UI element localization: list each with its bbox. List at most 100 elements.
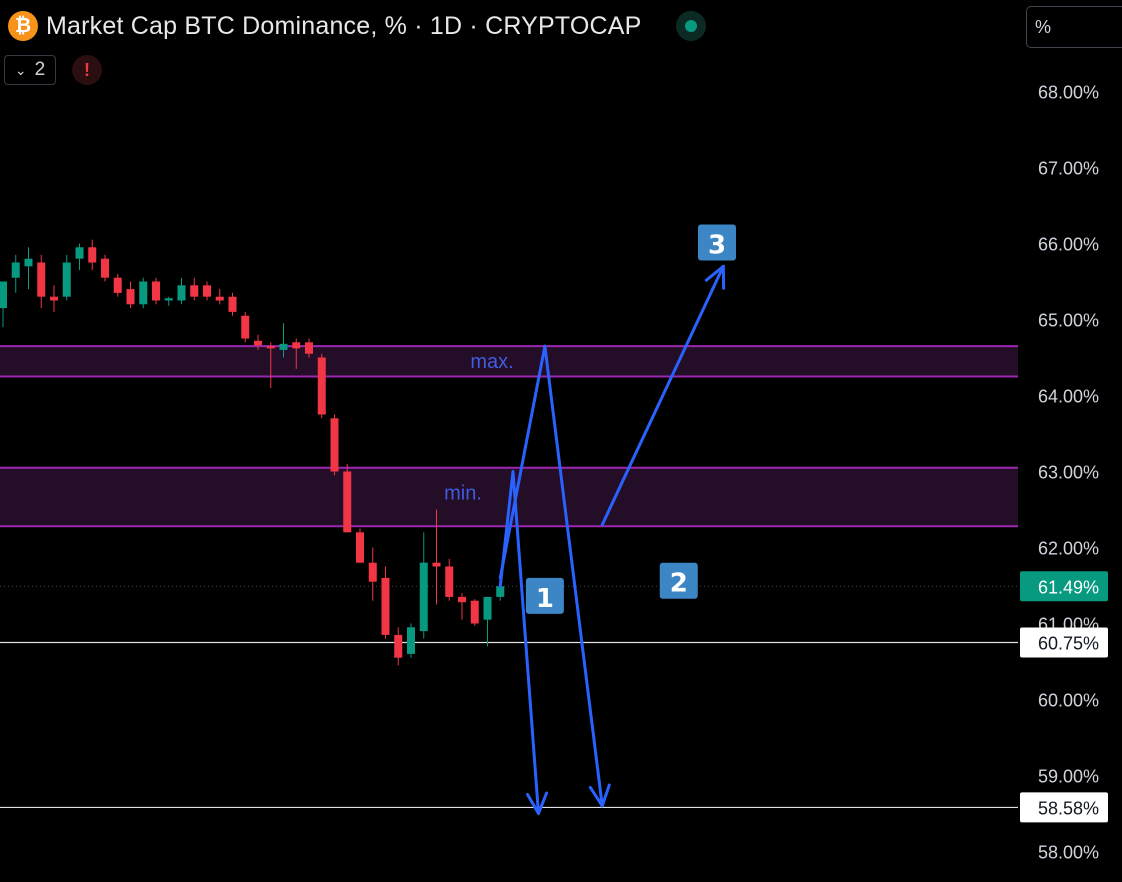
candle-body — [470, 600, 479, 624]
candle-body — [368, 562, 377, 582]
candle — [11, 254, 20, 293]
candle — [241, 311, 250, 343]
candle-body — [11, 262, 20, 278]
marker-box — [698, 224, 736, 261]
candle-body — [0, 281, 7, 309]
marker-label: 2 — [670, 569, 688, 599]
y-tick-label: 63.00% — [1038, 463, 1099, 483]
scenario-arrow — [600, 264, 725, 527]
candle — [266, 342, 275, 388]
candle-body — [254, 340, 262, 346]
candle-body — [356, 532, 364, 563]
arrow-head — [704, 264, 726, 290]
candle-body — [203, 285, 211, 297]
indicator-count: 2 — [34, 59, 46, 80]
candle-body — [496, 586, 505, 597]
candle-body — [37, 262, 46, 297]
marker-box — [525, 577, 564, 614]
candle-body — [330, 418, 339, 472]
candle — [330, 414, 339, 476]
candle — [419, 532, 428, 639]
candle-body — [88, 247, 97, 263]
candle — [126, 281, 135, 309]
y-tick-label: 62.00% — [1038, 539, 1099, 559]
candle-body — [343, 471, 352, 533]
candle — [470, 599, 479, 626]
market-status-icon[interactable] — [675, 11, 706, 41]
warning-icon[interactable]: ! — [72, 55, 102, 85]
candle — [432, 509, 441, 605]
candle-body — [126, 289, 135, 305]
candle — [113, 273, 122, 297]
y-tick-label: 60.00% — [1038, 691, 1099, 711]
horizontal-lines — [0, 585, 1018, 809]
candle — [483, 596, 492, 647]
candle — [203, 281, 211, 301]
arrow-head — [526, 791, 549, 815]
candle — [279, 323, 288, 358]
candle-body — [24, 258, 33, 267]
y-tick-label: 64.00% — [1038, 387, 1099, 407]
current-price-text: 61.49% — [1038, 577, 1099, 597]
y-tick-label: 66.00% — [1038, 235, 1099, 255]
candle-body — [139, 281, 148, 305]
y-tick-label: 67.00% — [1038, 159, 1099, 179]
candle — [394, 627, 403, 666]
candle — [75, 243, 84, 271]
candle — [177, 277, 186, 305]
candle — [88, 239, 97, 271]
candle-body — [152, 281, 160, 301]
candle-body — [50, 296, 58, 301]
current-price-box — [1020, 571, 1108, 602]
candle-body — [394, 634, 403, 658]
zone-label: min. — [444, 483, 482, 505]
marker-box — [659, 562, 698, 599]
candle-body — [445, 566, 454, 597]
unit-input[interactable]: % — [1026, 6, 1122, 48]
candle-body — [113, 277, 122, 293]
candle-body — [164, 298, 173, 301]
marker-label: 1 — [536, 584, 554, 614]
price-label: 60.75% — [1020, 627, 1108, 658]
candle — [215, 289, 224, 305]
y-tick-label: 68.00% — [1038, 83, 1099, 103]
candle — [305, 338, 313, 358]
status-dot — [684, 20, 697, 32]
zone-label: max. — [470, 351, 513, 373]
candle — [164, 296, 173, 306]
candle — [292, 338, 301, 369]
candle — [228, 292, 237, 316]
current-price-label: 61.49% — [1020, 571, 1108, 602]
price-axis: 58.00%59.00%60.00%61.00%62.00%63.00%64.0… — [1020, 83, 1108, 863]
scenario-arrow — [498, 344, 604, 808]
candle-body — [381, 577, 390, 635]
candle-body — [228, 296, 237, 312]
price-label: 58.58% — [1020, 792, 1108, 823]
candle — [152, 277, 160, 305]
candle-body — [190, 285, 199, 297]
candle — [368, 547, 377, 601]
y-tick-label: 59.00% — [1038, 767, 1099, 787]
chart-title[interactable]: Market Cap BTC Dominance, % · 1D · CRYPT… — [46, 11, 642, 40]
scenario-arrows — [498, 264, 726, 815]
candle — [139, 277, 148, 309]
candle-body — [101, 258, 109, 278]
candle — [458, 593, 466, 620]
scenario-marker-2: 2 — [659, 562, 698, 599]
y-tick-label: 65.00% — [1038, 311, 1099, 331]
candle-body — [483, 596, 492, 620]
candle-body — [458, 596, 466, 603]
candle-body — [279, 343, 288, 350]
candle — [381, 566, 390, 639]
indicators-toggle-button[interactable]: ⌄ 2 — [4, 55, 56, 85]
candle — [0, 281, 7, 328]
candle — [24, 247, 33, 290]
candle-body — [432, 562, 441, 567]
price-label-box — [1020, 792, 1108, 823]
chart-header: ₿ Market Cap BTC Dominance, % · 1D · CRY… — [8, 8, 706, 44]
candle-body — [215, 296, 224, 301]
price-label-box — [1020, 627, 1108, 658]
candle-body — [266, 346, 275, 349]
candle-body — [75, 247, 84, 259]
